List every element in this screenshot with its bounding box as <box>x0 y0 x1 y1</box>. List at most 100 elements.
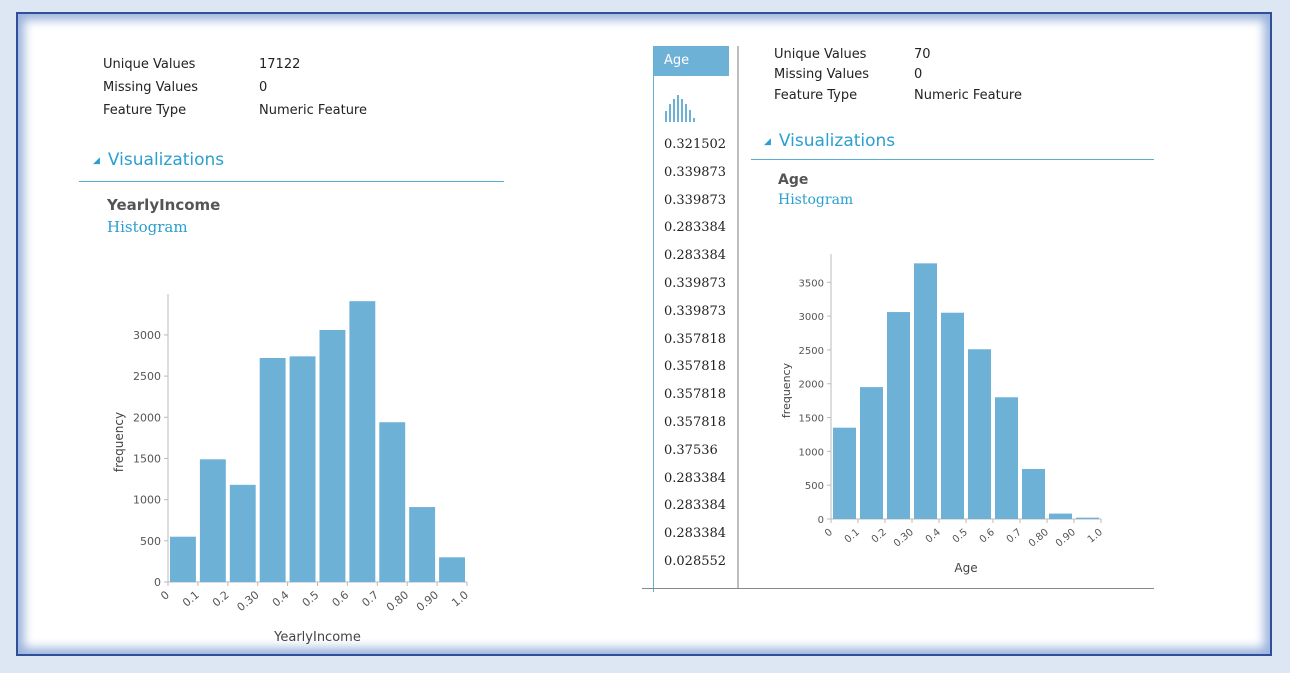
visualizations-toggle[interactable]: ◢ Visualizations <box>93 150 224 170</box>
histogram-bar[interactable] <box>914 263 937 519</box>
y-tick-label: 1000 <box>799 447 824 458</box>
column-value-cell[interactable]: 0.339873 <box>664 164 727 180</box>
y-tick-label: 2000 <box>133 411 161 424</box>
histogram-bar[interactable] <box>349 301 376 582</box>
y-tick-label: 3000 <box>133 329 161 342</box>
histogram-bar[interactable] <box>1076 517 1099 519</box>
x-tick-label: 0.6 <box>330 588 352 609</box>
y-tick-label: 0 <box>818 515 824 526</box>
histogram-bar[interactable] <box>289 356 316 582</box>
histogram-bar[interactable] <box>1022 468 1045 519</box>
histogram-bar[interactable] <box>259 358 286 582</box>
histogram-bar[interactable] <box>833 427 856 519</box>
x-tick-label: 0.90 <box>414 588 441 614</box>
stat-label: Missing Values <box>103 80 199 95</box>
y-tick-label: 2500 <box>133 370 161 383</box>
y-tick-label: 1500 <box>799 414 824 425</box>
bottom-divider <box>642 588 1154 589</box>
x-axis-label: Age <box>954 561 977 575</box>
column-value-cell[interactable]: 0.339873 <box>664 192 727 208</box>
column-value-cell[interactable]: 0.283384 <box>664 470 727 486</box>
x-tick-label: 0.30 <box>235 588 262 614</box>
histogram-bar[interactable] <box>860 387 883 519</box>
histogram-bar[interactable] <box>199 459 226 582</box>
column-value-cell[interactable]: 0.339873 <box>664 303 727 319</box>
x-tick-label: 0.2 <box>210 588 232 609</box>
column-header-age[interactable]: Age <box>654 46 729 76</box>
chart-title: Age <box>778 172 809 188</box>
y-tick-label: 1000 <box>133 494 161 507</box>
histogram-bar[interactable] <box>887 312 910 519</box>
x-tick-label: 0.90 <box>1054 527 1078 550</box>
histogram-bar[interactable] <box>968 349 991 519</box>
stat-value: 17122 <box>259 57 301 72</box>
stat-label: Unique Values <box>103 57 196 72</box>
stat-label: Feature Type <box>774 88 858 103</box>
panel-splitter[interactable] <box>737 46 739 588</box>
column-value-cell[interactable]: 0.028552 <box>664 553 727 569</box>
stat-label: Missing Values <box>774 67 870 82</box>
stat-value: Numeric Feature <box>259 103 367 118</box>
x-tick-label: 0 <box>823 527 835 540</box>
stat-value: 0 <box>914 67 923 82</box>
y-tick-label: 2000 <box>799 380 824 391</box>
histogram-bar[interactable] <box>229 484 256 582</box>
left-stats: Unique Values 17122 Missing Values 0 Featu… <box>103 57 403 127</box>
histogram-bar[interactable] <box>379 422 406 582</box>
column-value-cell[interactable]: 0.357818 <box>664 414 727 430</box>
column-value-cell[interactable]: 0.283384 <box>664 498 727 514</box>
column-value-cell[interactable]: 0.357818 <box>664 359 727 375</box>
chart-type-link[interactable]: Histogram <box>778 192 854 208</box>
chart-title: YearlyIncome <box>107 196 221 214</box>
histogram-bar[interactable] <box>995 397 1018 519</box>
x-tick-label: 0.80 <box>384 588 411 614</box>
x-tick-label: 0.80 <box>1027 527 1051 550</box>
y-tick-label: 2500 <box>799 346 824 357</box>
age-histogram: 0 500 1000 1500 2000 2500 3000 3500 0 0.1 0.2 0.30 0… <box>780 254 1105 575</box>
y-tick-label: 500 <box>140 535 161 548</box>
collapse-triangle-icon[interactable]: ◢ <box>764 137 771 147</box>
visualizations-title: Visualizations <box>107 150 225 170</box>
column-value-cell[interactable]: 0.321502 <box>664 137 727 152</box>
y-tick-label: 0 <box>154 576 161 589</box>
x-tick-label: 0.4 <box>924 527 943 546</box>
stat-value: Numeric Feature <box>914 88 1022 103</box>
histogram-bar[interactable] <box>409 507 436 582</box>
column-values-list: 0.321502 0.339873 0.339873 0.283384 0.283384… <box>664 135 726 580</box>
y-tick-label: 500 <box>805 481 824 492</box>
y-tick-label: 3500 <box>799 278 824 289</box>
x-tick-label: 0.6 <box>978 527 997 546</box>
x-tick-label: 1.0 <box>1086 527 1105 546</box>
yearlyincome-histogram: 0 500 1000 1500 2000 2500 3000 0 0.1 0.2 0.30 0.4 0.… <box>112 294 471 645</box>
y-tick-label: 1500 <box>133 452 161 465</box>
column-value-cell[interactable]: 0.339873 <box>664 275 727 291</box>
histogram-bar[interactable] <box>439 557 465 582</box>
stat-value: 70 <box>914 47 931 62</box>
column-value-cell[interactable]: 0.357818 <box>664 387 727 403</box>
histogram-bar[interactable] <box>1049 513 1072 519</box>
column-value-cell[interactable]: 0.283384 <box>664 526 727 542</box>
column-value-cell[interactable]: 0.283384 <box>664 248 727 264</box>
y-tick-label: 3000 <box>799 312 824 323</box>
histogram-bar[interactable] <box>319 330 346 582</box>
column-value-cell[interactable]: 0.37536 <box>664 442 718 458</box>
x-tick-label: 1.0 <box>449 588 471 609</box>
mini-histogram-icon[interactable] <box>664 94 700 124</box>
stat-label: Unique Values <box>774 47 867 62</box>
histogram-bar[interactable] <box>941 312 964 519</box>
x-axis-label: YearlyIncome <box>273 630 361 645</box>
column-value-cell[interactable]: 0.357818 <box>664 331 727 347</box>
x-tick-label: 0.30 <box>892 527 916 550</box>
collapse-triangle-icon[interactable]: ◢ <box>93 156 100 166</box>
column-value-cell[interactable]: 0.283384 <box>664 220 727 236</box>
histogram-bar[interactable] <box>170 536 196 582</box>
x-tick-label: 0.7 <box>359 588 381 609</box>
x-tick-label: 0.1 <box>180 588 202 609</box>
stat-value: 0 <box>259 80 268 95</box>
x-tick-label: 0.4 <box>270 588 292 609</box>
x-tick-label: 0.2 <box>870 527 889 546</box>
stat-label: Feature Type <box>103 103 187 118</box>
visualizations-title: Visualizations <box>778 131 896 151</box>
chart-type-link[interactable]: Histogram <box>107 218 188 236</box>
visualizations-toggle[interactable]: ◢ Visualizations <box>764 131 895 151</box>
